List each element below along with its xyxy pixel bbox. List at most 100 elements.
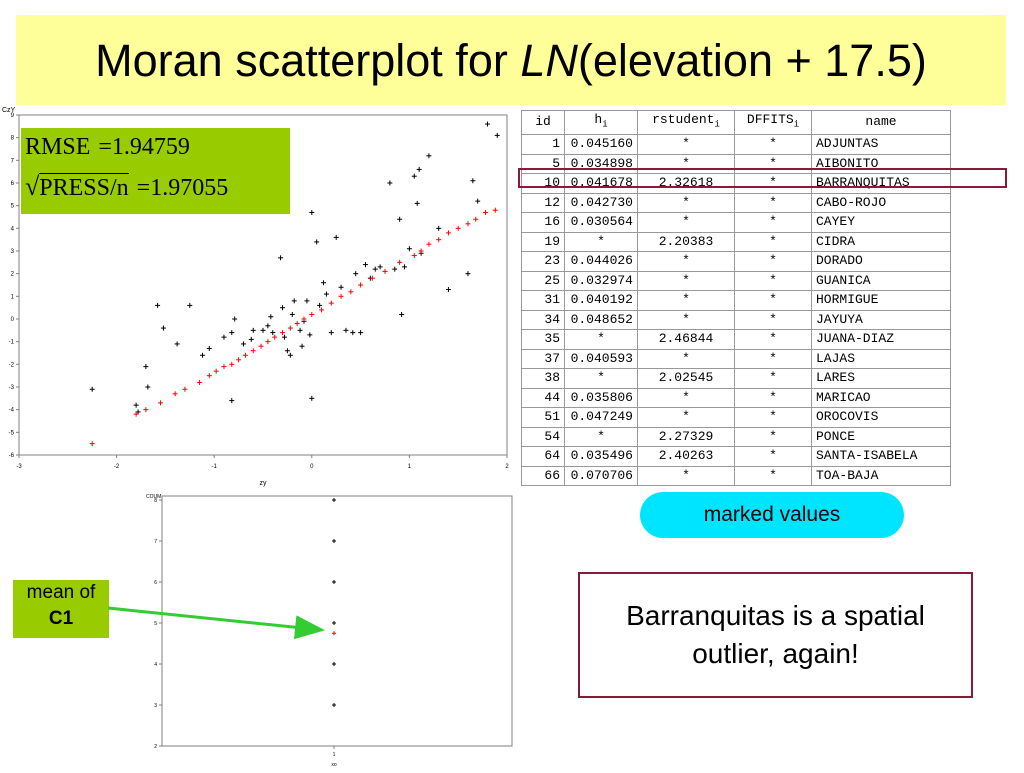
- x-tick-label: 0: [310, 464, 314, 470]
- cell-name: LARES: [811, 368, 951, 389]
- cell-h: 0.048652: [564, 309, 638, 331]
- fitted-point: [358, 282, 364, 288]
- fitted-point: [301, 316, 307, 322]
- barranquitas-highlight: [518, 168, 1007, 188]
- observed-point: [229, 330, 235, 336]
- fitted-point: [445, 230, 451, 236]
- fitted-point: [309, 311, 315, 317]
- spatial-outlier-callout: Barranquitas is a spatial outlier, again…: [578, 572, 973, 698]
- cell-dffits: *: [734, 407, 812, 428]
- table-row: 16 0.030564 * * CAYEY: [521, 212, 951, 233]
- cell-h: 0.035806: [564, 387, 638, 409]
- cell-name: DORADO: [811, 251, 951, 272]
- observed-point: [280, 305, 286, 311]
- observed-point: [484, 121, 490, 127]
- fitted-point: [89, 441, 95, 447]
- observed-point: [358, 330, 364, 336]
- table-row: 25 0.032974 * * GUANICA: [521, 270, 951, 292]
- y-tick-label: 7: [11, 158, 15, 164]
- cell-dffits: *: [734, 192, 812, 214]
- fitted-point: [242, 352, 248, 358]
- observed-point: [414, 200, 420, 206]
- cell-dffits: *: [734, 329, 812, 350]
- observed-point: [250, 327, 256, 333]
- table-header-row: id hi rstudenti DFFITSi name: [521, 109, 951, 136]
- title-italic: LN: [520, 35, 578, 86]
- cell-id: 64: [521, 446, 565, 467]
- cell-id: 37: [521, 348, 565, 370]
- y-tick-label: 5: [11, 204, 15, 210]
- fitted-point: [197, 379, 203, 385]
- dot-y-tick-label: 6: [154, 580, 157, 586]
- col-header-h: hi: [564, 109, 638, 136]
- fitted-point: [382, 268, 388, 274]
- cell-rstudent: *: [637, 465, 735, 487]
- table-row: 23 0.044026 * * DORADO: [521, 251, 951, 272]
- observed-point: [206, 345, 212, 351]
- observed-point: [416, 166, 422, 172]
- cell-name: OROCOVIS: [811, 407, 951, 428]
- observed-point: [145, 384, 151, 390]
- cell-id: 25: [521, 270, 565, 292]
- observed-point: [297, 327, 303, 333]
- cell-rstudent: 2.02545: [637, 368, 735, 389]
- observed-point: [174, 341, 180, 347]
- y-tick-label: 2: [11, 272, 15, 278]
- title-prefix: Moran scatterplot for: [95, 35, 521, 86]
- cell-name: CIDRA: [811, 231, 951, 253]
- y-tick-label: -6: [9, 453, 15, 459]
- observed-point: [317, 302, 323, 308]
- observed-point: [299, 343, 305, 349]
- y-tick-label: 3: [11, 249, 15, 255]
- cell-id: 23: [521, 251, 565, 272]
- mean-of-c1-label: mean of C1: [13, 580, 109, 638]
- observed-point: [260, 327, 266, 333]
- dot-y-tick-label: 2: [154, 744, 157, 750]
- cell-h: *: [564, 329, 638, 350]
- cell-rstudent: 2.20383: [637, 231, 735, 253]
- cell-name: SANTA-ISABELA: [811, 446, 951, 467]
- table-row: 31 0.040192 * * HORMIGUE: [521, 290, 951, 311]
- observed-point: [321, 280, 327, 286]
- dot-y-tick-label: 5: [154, 621, 157, 627]
- observed-point: [362, 262, 368, 268]
- fitted-point: [465, 221, 471, 227]
- fitted-point: [348, 289, 354, 295]
- cell-id: 51: [521, 407, 565, 428]
- cell-dffits: *: [734, 134, 812, 155]
- badge-text: marked values: [703, 503, 841, 526]
- cell-h: 0.044026: [564, 251, 638, 272]
- observed-point: [304, 298, 310, 304]
- x-tick-label: -3: [16, 464, 22, 470]
- y-tick-label: 8: [11, 136, 15, 142]
- observed-point: [338, 284, 344, 290]
- cell-rstudent: 2.40263: [637, 446, 735, 467]
- observed-point: [426, 153, 432, 159]
- cell-dffits: *: [734, 426, 812, 448]
- rmse-value: 1.94759: [111, 134, 190, 160]
- cell-rstudent: *: [637, 387, 735, 409]
- c1-value-point: [332, 703, 336, 707]
- x-tick-label: 2: [505, 464, 509, 470]
- observed-point: [240, 341, 246, 347]
- fitted-point: [426, 241, 432, 247]
- cell-id: 16: [521, 212, 565, 233]
- cell-name: LAJAS: [811, 348, 951, 370]
- cell-id: 12: [521, 192, 565, 214]
- press-label: PRESS/n: [39, 173, 129, 201]
- observed-point: [411, 173, 417, 179]
- y-tick-label: 0: [11, 317, 15, 323]
- observed-point: [402, 264, 408, 270]
- observed-point: [475, 198, 481, 204]
- x-axis-label: zy: [260, 480, 268, 487]
- cell-name: JAYUYA: [811, 309, 951, 331]
- cell-dffits: *: [734, 446, 812, 467]
- cell-id: 19: [521, 231, 565, 253]
- fitted-point: [397, 259, 403, 265]
- fitted-point: [328, 300, 334, 306]
- x-tick-label: -1: [212, 464, 218, 470]
- cell-id: 1: [521, 134, 565, 155]
- fitted-point: [272, 334, 278, 340]
- observed-point: [353, 271, 359, 277]
- mean-label-line2: C1: [48, 608, 74, 629]
